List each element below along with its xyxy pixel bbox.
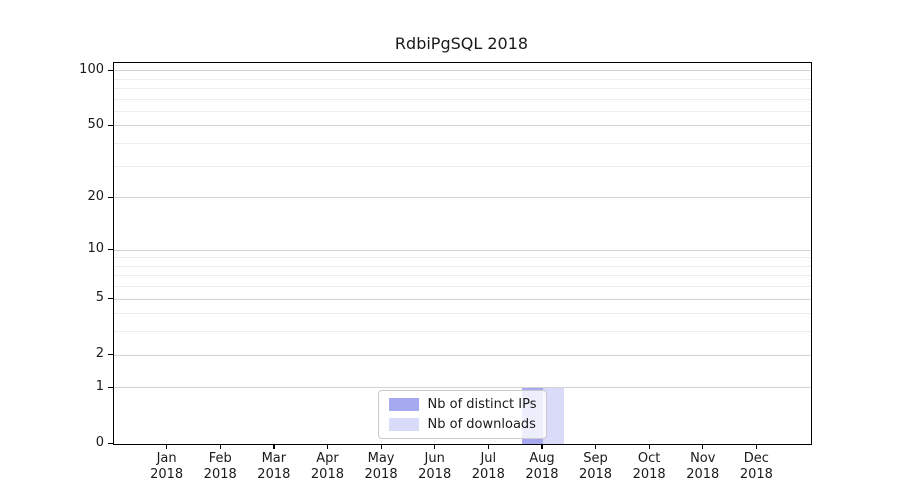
x-tick-label: Jun 2018 <box>418 451 452 482</box>
y-gridline-major <box>114 197 811 199</box>
y-gridline-major <box>114 249 811 251</box>
x-tick-label: Nov 2018 <box>686 451 720 482</box>
y-tick-mark <box>108 196 113 198</box>
legend-entry-distinct-ips: Nb of distinct IPs <box>388 397 537 412</box>
x-tick-label: Apr 2018 <box>310 451 344 482</box>
y-gridline-minor <box>114 313 811 315</box>
y-gridline-major <box>114 70 811 72</box>
x-tick-mark <box>648 444 650 449</box>
x-tick-mark <box>273 444 275 449</box>
y-gridline-minor <box>114 265 811 267</box>
x-tick-label: Dec 2018 <box>739 451 773 482</box>
x-tick-label: Aug 2018 <box>525 451 559 482</box>
x-tick-mark <box>166 444 168 449</box>
y-gridline-minor <box>114 87 811 89</box>
y-tick-label: 100 <box>79 61 104 77</box>
x-tick-label: Mar 2018 <box>257 451 291 482</box>
y-tick-label: 10 <box>87 241 104 256</box>
x-tick-label: Sep 2018 <box>578 451 613 482</box>
y-gridline-major <box>114 354 811 356</box>
x-tick-mark <box>755 444 758 449</box>
chart-title: RdbiPgSQL 2018 <box>394 34 529 53</box>
y-tick-label: 20 <box>87 188 104 204</box>
legend: Nb of distinct IPs Nb of downloads <box>377 390 548 439</box>
y-tick-label: 5 <box>95 290 104 306</box>
x-tick-label: Feb 2018 <box>203 451 237 482</box>
y-gridline-minor <box>114 275 811 277</box>
y-gridline-minor <box>114 331 811 333</box>
x-tick-label: Jul 2018 <box>471 451 505 482</box>
legend-label-distinct-ips: Nb of distinct IPs <box>427 397 537 412</box>
y-gridline-minor <box>114 286 811 288</box>
y-gridline-minor <box>114 257 811 259</box>
y-tick-mark <box>108 249 113 251</box>
x-tick-mark <box>326 444 329 449</box>
legend-label-downloads: Nb of downloads <box>427 417 536 432</box>
y-tick-mark <box>108 443 113 445</box>
x-tick-mark <box>380 444 382 449</box>
y-tick-label: 0 <box>95 435 104 450</box>
x-tick-mark <box>595 444 597 449</box>
legend-swatch-distinct-ips <box>388 398 419 411</box>
x-tick-mark <box>434 444 436 449</box>
x-tick-mark <box>541 444 543 449</box>
y-gridline-minor <box>114 165 811 167</box>
y-tick-label: 2 <box>95 346 104 362</box>
legend-entry-downloads: Nb of downloads <box>388 417 537 432</box>
x-tick-label: May 2018 <box>364 451 398 482</box>
x-tick-label: Jan 2018 <box>150 451 184 482</box>
y-tick-mark <box>108 124 113 127</box>
y-gridline-minor <box>114 110 811 112</box>
bar-nb-of-downloads-aug <box>542 387 564 444</box>
y-tick-mark <box>108 354 113 356</box>
y-tick-mark <box>108 386 113 389</box>
x-tick-mark <box>487 444 489 449</box>
y-tick-label: 1 <box>95 378 104 394</box>
x-tick-mark <box>702 444 704 449</box>
y-gridline-major <box>114 125 811 127</box>
y-gridline-minor <box>114 143 811 145</box>
y-tick-mark <box>108 69 113 71</box>
y-gridline-minor <box>114 98 811 100</box>
y-gridline-major <box>114 298 811 300</box>
y-gridline-major <box>114 387 811 389</box>
plot-area: Nb of distinct IPs Nb of downloads <box>113 62 812 445</box>
x-tick-label: Oct 2018 <box>632 451 666 482</box>
x-tick-mark <box>219 444 221 449</box>
y-tick-mark <box>108 298 113 300</box>
legend-swatch-downloads <box>388 418 419 431</box>
y-gridline-minor <box>114 78 811 80</box>
y-tick-label: 50 <box>87 116 104 132</box>
